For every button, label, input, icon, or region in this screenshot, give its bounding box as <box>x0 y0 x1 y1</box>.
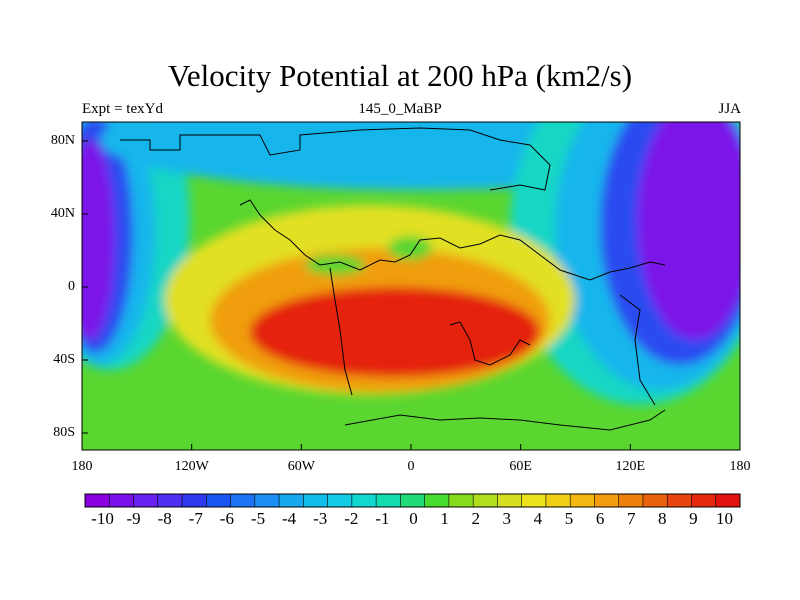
colorbar-label: 3 <box>502 509 512 528</box>
australia-coast <box>619 294 656 406</box>
north-coastline <box>120 127 551 191</box>
colorbar-frame <box>84 493 741 508</box>
colorbar-label: 5 <box>564 509 574 528</box>
colorbar-label: -2 <box>344 509 359 528</box>
colorbar-swatch <box>376 494 401 507</box>
lat-tick-40s: 40S <box>53 352 75 367</box>
central-red-zone <box>250 287 540 377</box>
colorbar-swatch <box>594 494 620 507</box>
south-america-coast <box>329 267 353 396</box>
experiment-label: Expt = texYd <box>82 101 163 117</box>
colorbar-swatch <box>400 494 426 507</box>
colorbar-label: -8 <box>157 509 172 528</box>
colorbar-swatch <box>109 494 134 507</box>
colorbar-swatch <box>85 494 110 507</box>
lon-tick-60e: 60E <box>509 459 532 474</box>
colorbar-swatch <box>327 494 353 507</box>
season-label: JJA <box>718 101 741 117</box>
colorbar-swatch <box>279 494 304 507</box>
colorbar-label: -5 <box>250 509 266 528</box>
lat-tick-80s: 80S <box>53 425 75 440</box>
colorbar-swatch <box>473 494 498 507</box>
colorbar-swatch <box>133 494 159 507</box>
small-green-patch <box>305 255 365 275</box>
colorbar-label: -6 <box>219 509 234 528</box>
colorbar-label: 8 <box>658 509 667 528</box>
antarctic-coast <box>344 409 666 431</box>
colorbar-swatch <box>642 494 668 507</box>
colorbar-label: -4 <box>282 509 297 528</box>
colorbar-swatch <box>303 494 328 507</box>
colorbar-label: 10 <box>716 509 733 528</box>
colorbar-swatch <box>691 494 717 507</box>
lat-tick-40n: 40N <box>50 206 75 221</box>
colorbar-swatch <box>182 494 207 507</box>
colorbar-label: -1 <box>375 509 390 528</box>
colorbar-swatch <box>230 494 256 507</box>
west-violet-zone <box>82 140 115 340</box>
mid-coastline <box>239 199 666 281</box>
colorbar-swatch <box>570 494 595 507</box>
lon-tick-120w: 120W <box>174 459 209 474</box>
lon-tick-0: 0 <box>407 459 415 474</box>
colorbar-swatch <box>715 494 741 507</box>
colorbar-label: 1 <box>440 509 449 528</box>
colorbar-swatch <box>545 494 571 507</box>
plot-title: Velocity Potential at 200 hPa (km2/s) <box>167 58 633 93</box>
case-label: 145_0_MaBP <box>358 101 442 117</box>
colorbar-label: -9 <box>126 509 141 528</box>
lon-tick-180e: 180 <box>729 459 751 474</box>
lon-tick-180w: 180 <box>71 459 93 474</box>
lat-tick-80n: 80N <box>50 133 75 148</box>
colorbar-swatch <box>254 494 280 507</box>
colorbar-swatch <box>448 494 474 507</box>
colorbar-label: 4 <box>533 509 543 528</box>
colorbar-label: 9 <box>689 509 698 528</box>
colorbar-swatch <box>667 494 692 507</box>
colorbar-swatch <box>157 494 183 507</box>
colorbar-label: 6 <box>595 509 605 528</box>
colorbar-label: 0 <box>409 509 418 528</box>
colorbar-label: -3 <box>313 509 328 528</box>
colorbar-swatch <box>206 494 231 507</box>
lon-tick-60w: 60W <box>287 459 315 474</box>
velocity-potential-field <box>82 122 740 450</box>
africa-coast <box>449 321 531 366</box>
coastlines <box>120 127 666 431</box>
colorbar <box>84 493 741 508</box>
colorbar-swatch <box>618 494 644 507</box>
colorbar-label: -7 <box>188 509 203 528</box>
colorbar-swatch <box>351 494 377 507</box>
lat-tick-eq: 0 <box>68 279 75 294</box>
colorbar-swatch <box>424 494 450 507</box>
colorbar-label: -10 <box>91 509 114 528</box>
axis-tickmarks <box>81 140 741 450</box>
colorbar-swatch <box>497 494 523 507</box>
east-violet-zone <box>637 122 740 340</box>
colorbar-label: 7 <box>626 509 636 528</box>
colorbar-label: 2 <box>471 509 480 528</box>
small-green-patch-east <box>388 236 432 260</box>
lon-tick-120e: 120E <box>615 459 646 474</box>
colorbar-swatch <box>521 494 547 507</box>
